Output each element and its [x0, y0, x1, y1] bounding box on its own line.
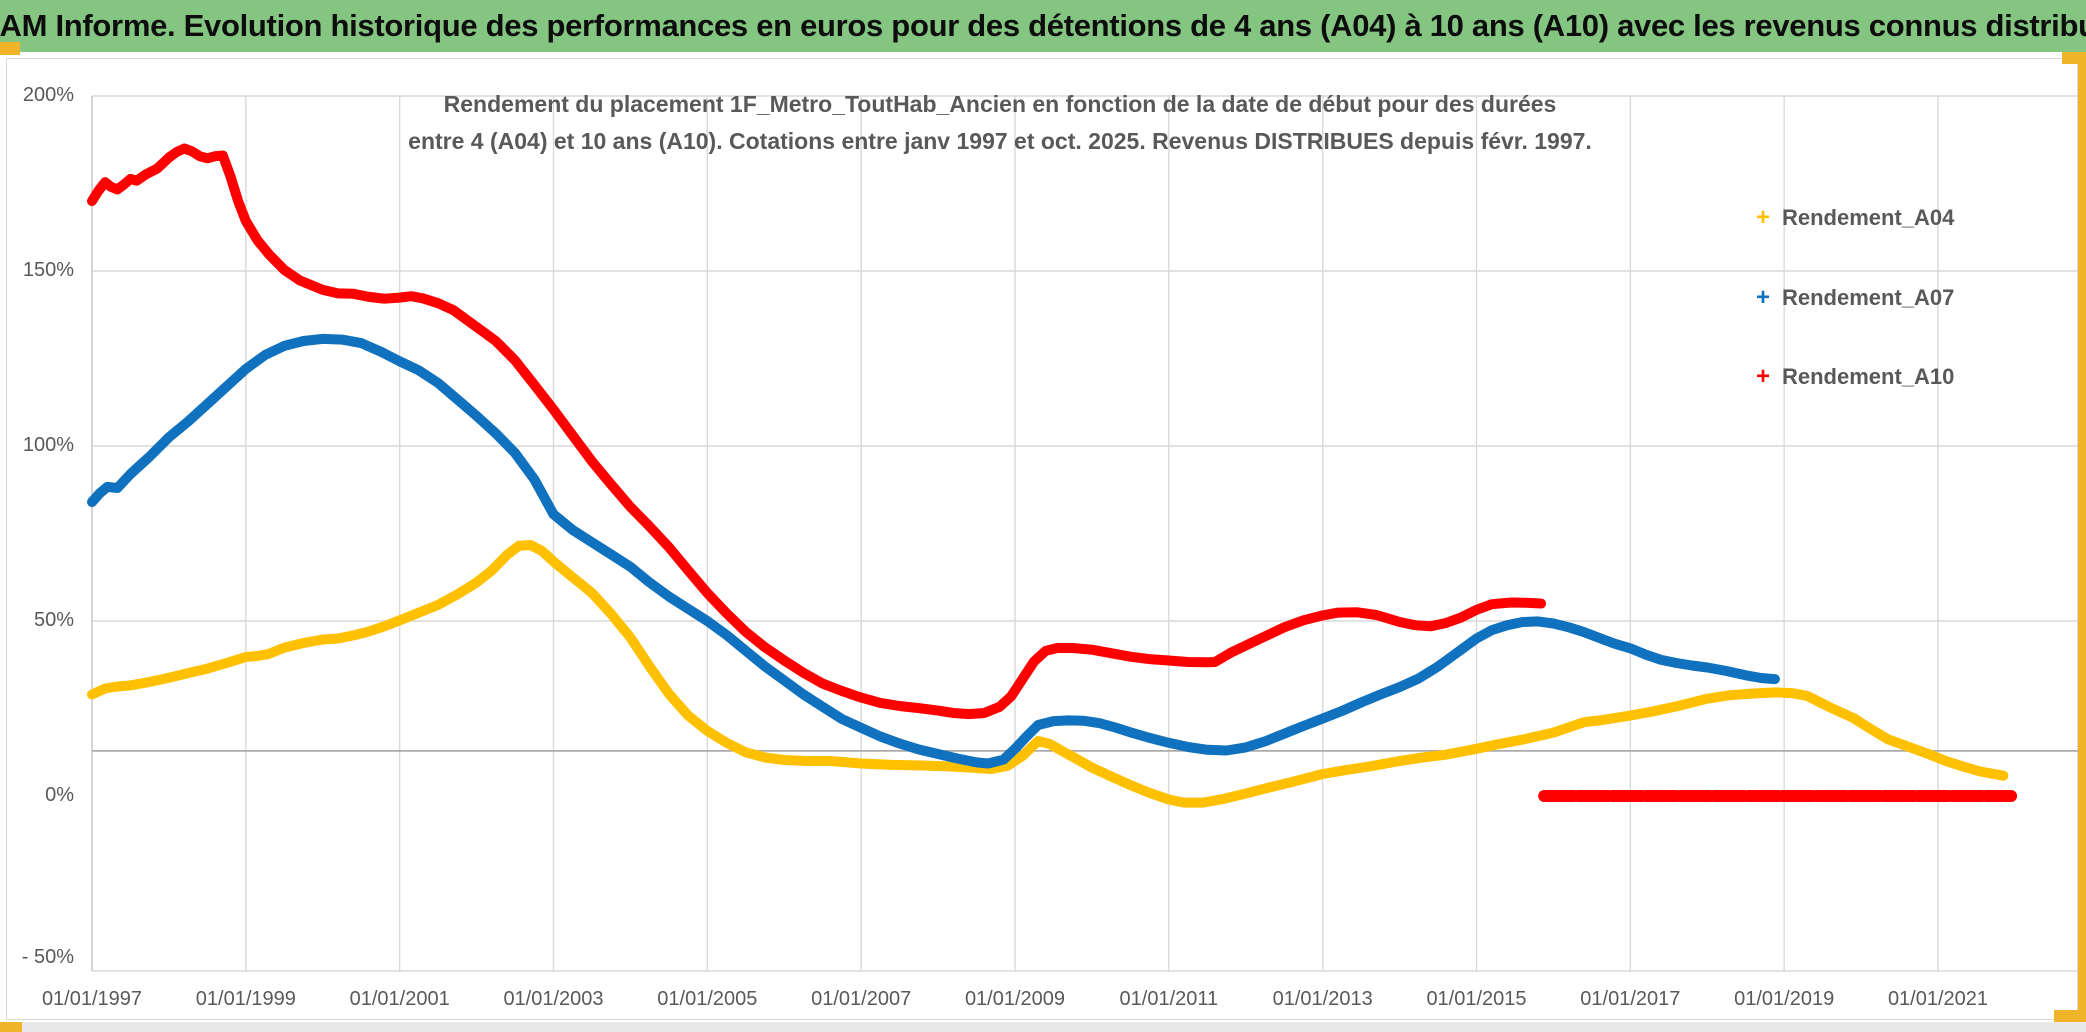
x-tick-label-2011: 01/01/2011: [1119, 988, 1219, 1010]
x-tick-label-1999: 01/01/1999: [195, 988, 296, 1010]
series-rendement_a10[interactable]: [87, 143, 1547, 720]
y-tick-label-0: 0%: [45, 784, 74, 806]
x-tick-label-2017: 01/01/2017: [1580, 988, 1681, 1010]
header-title: ADAM Informe. Evolution historique des p…: [0, 8, 2086, 43]
x-tick-label-2019: 01/01/2019: [1734, 988, 1835, 1010]
legend-marker-icon: +: [1755, 363, 1770, 390]
header-banner: ADAM Informe. Evolution historique des p…: [0, 0, 2086, 52]
y-tick-label-50: 50%: [33, 609, 74, 631]
y-tick-label-150: 150%: [22, 259, 74, 281]
legend-item-rendement_a07[interactable]: + Rendement_A07: [1750, 285, 1954, 311]
legend-marker-icon: +: [1755, 204, 1770, 231]
series-rendement_a04[interactable]: [87, 540, 2009, 808]
chart-title-line1: Rendement du placement 1F_Metro_ToutHab_…: [443, 91, 1557, 117]
legend-item-rendement_a04[interactable]: + Rendement_A04: [1750, 205, 1954, 231]
bottom-strip: [0, 1022, 2086, 1032]
gold-corner-bottomright: [2054, 1010, 2086, 1022]
x-tick-label-2001: 01/01/2001: [349, 988, 450, 1010]
gold-corner-bottomleft: [0, 1022, 22, 1032]
x-tick-label-2005: 01/01/2005: [657, 988, 758, 1010]
x-tick-label-2007: 01/01/2007: [811, 988, 912, 1010]
chart-area[interactable]: [6, 58, 2078, 1020]
x-tick-label-2009: 01/01/2009: [964, 988, 1066, 1010]
legend-marker-icon: +: [1755, 284, 1770, 311]
series-rendement_a07[interactable]: [87, 333, 1780, 769]
y-tick-label-200: 200%: [22, 84, 74, 106]
legend-label: Rendement_A07: [1782, 285, 1955, 310]
x-tick-label-2021: 01/01/2021: [1887, 988, 1989, 1010]
gold-strip-right: [2078, 52, 2086, 1022]
legend-label: Rendement_A04: [1782, 205, 1955, 230]
x-tick-label-2003: 01/01/2003: [503, 988, 604, 1010]
gold-corner-topleft: [0, 42, 20, 55]
x-tick-label-2013: 01/01/2013: [1272, 988, 1373, 1010]
y-tick-label--50: - 50%: [21, 946, 74, 968]
legend-label: Rendement_A10: [1782, 364, 1955, 389]
x-tick-label-2015: 01/01/2015: [1426, 988, 1527, 1010]
x-tick-label-1997: 01/01/1997: [41, 988, 143, 1010]
chart-title: Rendement du placement 1F_Metro_ToutHab_…: [200, 86, 1800, 160]
legend-item-rendement_a10[interactable]: + Rendement_A10: [1750, 364, 1954, 390]
y-tick-label-100: 100%: [22, 434, 74, 456]
chart-title-line2: entre 4 (A04) et 10 ans (A10). Cotations…: [408, 128, 1592, 154]
